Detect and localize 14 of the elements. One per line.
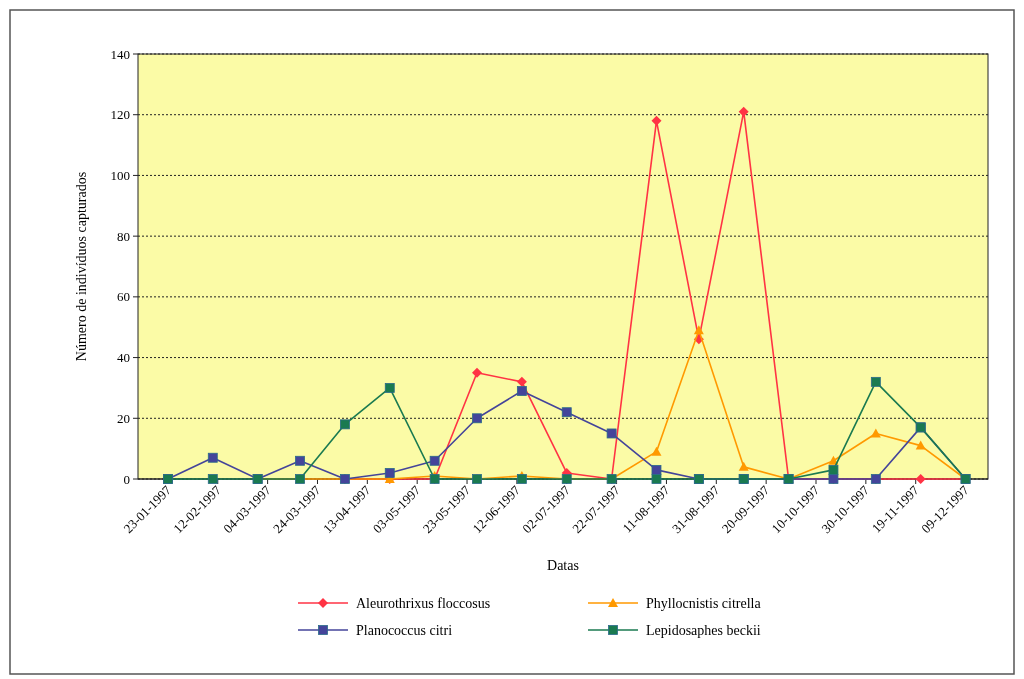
y-axis-title: Número de indivíduos capturados	[74, 171, 89, 362]
y-tick-label: 40	[117, 350, 130, 366]
y-tick-label: 80	[117, 228, 130, 244]
x-axis-title: Datas	[547, 558, 579, 573]
y-tick-label: 20	[117, 410, 130, 426]
y-tick-label: 120	[110, 107, 130, 123]
legend-label: Planococcus citri	[356, 622, 453, 638]
y-tick-label: 140	[110, 46, 130, 62]
legend-label: Aleurothrixus floccosus	[356, 595, 491, 611]
legend-label: Phyllocnistis citrella	[646, 595, 762, 611]
legend-label: Lepidosaphes beckii	[646, 622, 761, 638]
y-tick-label: 100	[110, 167, 130, 183]
y-tick-label: 0	[123, 471, 130, 487]
y-tick-label: 60	[117, 289, 130, 305]
